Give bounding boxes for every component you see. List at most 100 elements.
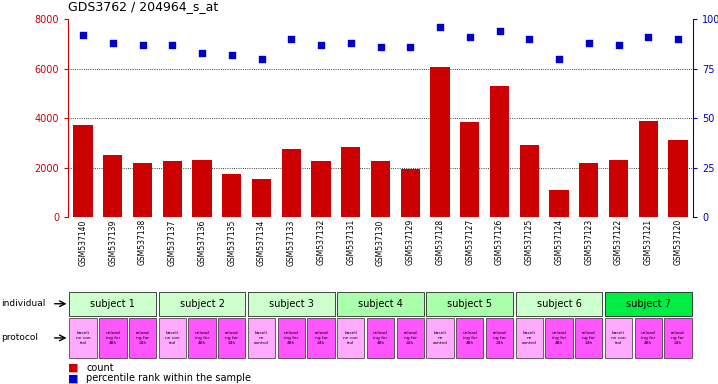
Bar: [396, 318, 424, 358]
Bar: [579, 162, 598, 217]
Text: unload
ing for
48h: unload ing for 48h: [551, 331, 567, 344]
Text: GSM537120: GSM537120: [673, 219, 683, 265]
Bar: [163, 161, 182, 217]
Bar: [549, 190, 569, 217]
Bar: [426, 318, 454, 358]
Text: GSM537135: GSM537135: [228, 219, 236, 265]
Text: unload
ing for
48h: unload ing for 48h: [373, 331, 388, 344]
Bar: [281, 149, 301, 217]
Text: GSM537128: GSM537128: [436, 219, 444, 265]
Point: [256, 56, 267, 62]
Bar: [129, 318, 157, 358]
Bar: [605, 318, 632, 358]
Text: percentile rank within the sample: percentile rank within the sample: [86, 373, 251, 383]
Bar: [103, 155, 123, 217]
Text: GSM537140: GSM537140: [78, 219, 88, 265]
Point: [612, 42, 624, 48]
Text: GSM537127: GSM537127: [465, 219, 475, 265]
Text: subject 4: subject 4: [358, 299, 403, 309]
Point: [404, 44, 416, 50]
Text: GSM537132: GSM537132: [317, 219, 325, 265]
Point: [107, 40, 118, 46]
Bar: [664, 318, 691, 358]
Bar: [456, 318, 483, 358]
Bar: [371, 161, 390, 217]
Text: GSM537136: GSM537136: [197, 219, 207, 265]
Bar: [133, 162, 152, 217]
Text: unload
ing for
48h: unload ing for 48h: [640, 331, 656, 344]
Bar: [248, 318, 275, 358]
Point: [434, 24, 446, 30]
Point: [226, 52, 238, 58]
Text: GSM537137: GSM537137: [168, 219, 177, 265]
Text: reload
ng for
24h: reload ng for 24h: [582, 331, 596, 344]
Text: subject 5: subject 5: [447, 299, 493, 309]
Bar: [248, 292, 335, 316]
Text: individual: individual: [1, 299, 45, 308]
Text: reload
ng for
24h: reload ng for 24h: [225, 331, 238, 344]
Text: unload
ing for
48h: unload ing for 48h: [195, 331, 210, 344]
Bar: [312, 161, 331, 217]
Text: reload
ng for
24h: reload ng for 24h: [404, 331, 417, 344]
Bar: [70, 292, 157, 316]
Bar: [159, 292, 246, 316]
Text: GSM537134: GSM537134: [257, 219, 266, 265]
Text: subject 7: subject 7: [626, 299, 671, 309]
Text: reload
ng for
24h: reload ng for 24h: [493, 331, 506, 344]
Text: subject 3: subject 3: [269, 299, 314, 309]
Point: [167, 42, 178, 48]
Bar: [635, 318, 662, 358]
Text: unload
ing for
48h: unload ing for 48h: [284, 331, 299, 344]
Point: [494, 28, 505, 34]
Text: subject 2: subject 2: [180, 299, 225, 309]
Text: reload
ng for
24h: reload ng for 24h: [671, 331, 685, 344]
Text: baseli
ne
control: baseli ne control: [254, 331, 269, 344]
Text: baseli
ne
control: baseli ne control: [432, 331, 447, 344]
Text: GSM537124: GSM537124: [554, 219, 564, 265]
Bar: [73, 126, 93, 217]
Bar: [192, 160, 212, 217]
Text: GSM537133: GSM537133: [286, 219, 296, 265]
Point: [345, 40, 357, 46]
Bar: [307, 318, 335, 358]
Bar: [609, 160, 628, 217]
Bar: [99, 318, 126, 358]
Text: GSM537121: GSM537121: [644, 219, 653, 265]
Bar: [341, 147, 360, 217]
Bar: [516, 318, 543, 358]
Bar: [159, 318, 186, 358]
Bar: [367, 318, 394, 358]
Bar: [546, 318, 573, 358]
Bar: [460, 122, 480, 217]
Text: GSM537126: GSM537126: [495, 219, 504, 265]
Bar: [252, 179, 271, 217]
Text: ■: ■: [68, 373, 79, 383]
Bar: [426, 292, 513, 316]
Bar: [70, 318, 97, 358]
Text: baseli
ne con
trol: baseli ne con trol: [76, 331, 90, 344]
Bar: [401, 169, 420, 217]
Bar: [188, 318, 215, 358]
Text: baseli
ne con
trol: baseli ne con trol: [165, 331, 180, 344]
Bar: [516, 292, 602, 316]
Point: [643, 34, 654, 40]
Bar: [486, 318, 513, 358]
Bar: [520, 145, 539, 217]
Bar: [337, 318, 365, 358]
Point: [375, 44, 386, 50]
Bar: [638, 121, 658, 217]
Text: reload
ng for
24h: reload ng for 24h: [136, 331, 149, 344]
Text: GSM537139: GSM537139: [108, 219, 117, 265]
Text: subject 1: subject 1: [90, 299, 135, 309]
Text: reload
ng for
24h: reload ng for 24h: [314, 331, 328, 344]
Point: [464, 34, 475, 40]
Text: GSM537123: GSM537123: [584, 219, 593, 265]
Text: unload
ing for
48h: unload ing for 48h: [106, 331, 121, 344]
Point: [78, 32, 89, 38]
Text: GSM537122: GSM537122: [614, 219, 623, 265]
Bar: [605, 292, 691, 316]
Text: baseli
ne con
trol: baseli ne con trol: [611, 331, 626, 344]
Text: GDS3762 / 204964_s_at: GDS3762 / 204964_s_at: [68, 0, 218, 13]
Bar: [430, 68, 449, 217]
Text: unload
ing for
48h: unload ing for 48h: [462, 331, 477, 344]
